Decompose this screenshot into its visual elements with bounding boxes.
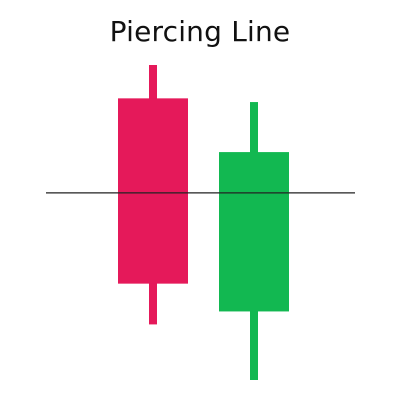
page-title: Piercing Line [109, 15, 291, 48]
candle-bullish-body [219, 152, 289, 312]
candles-group [118, 65, 289, 380]
candle-bearish-body [118, 98, 188, 284]
